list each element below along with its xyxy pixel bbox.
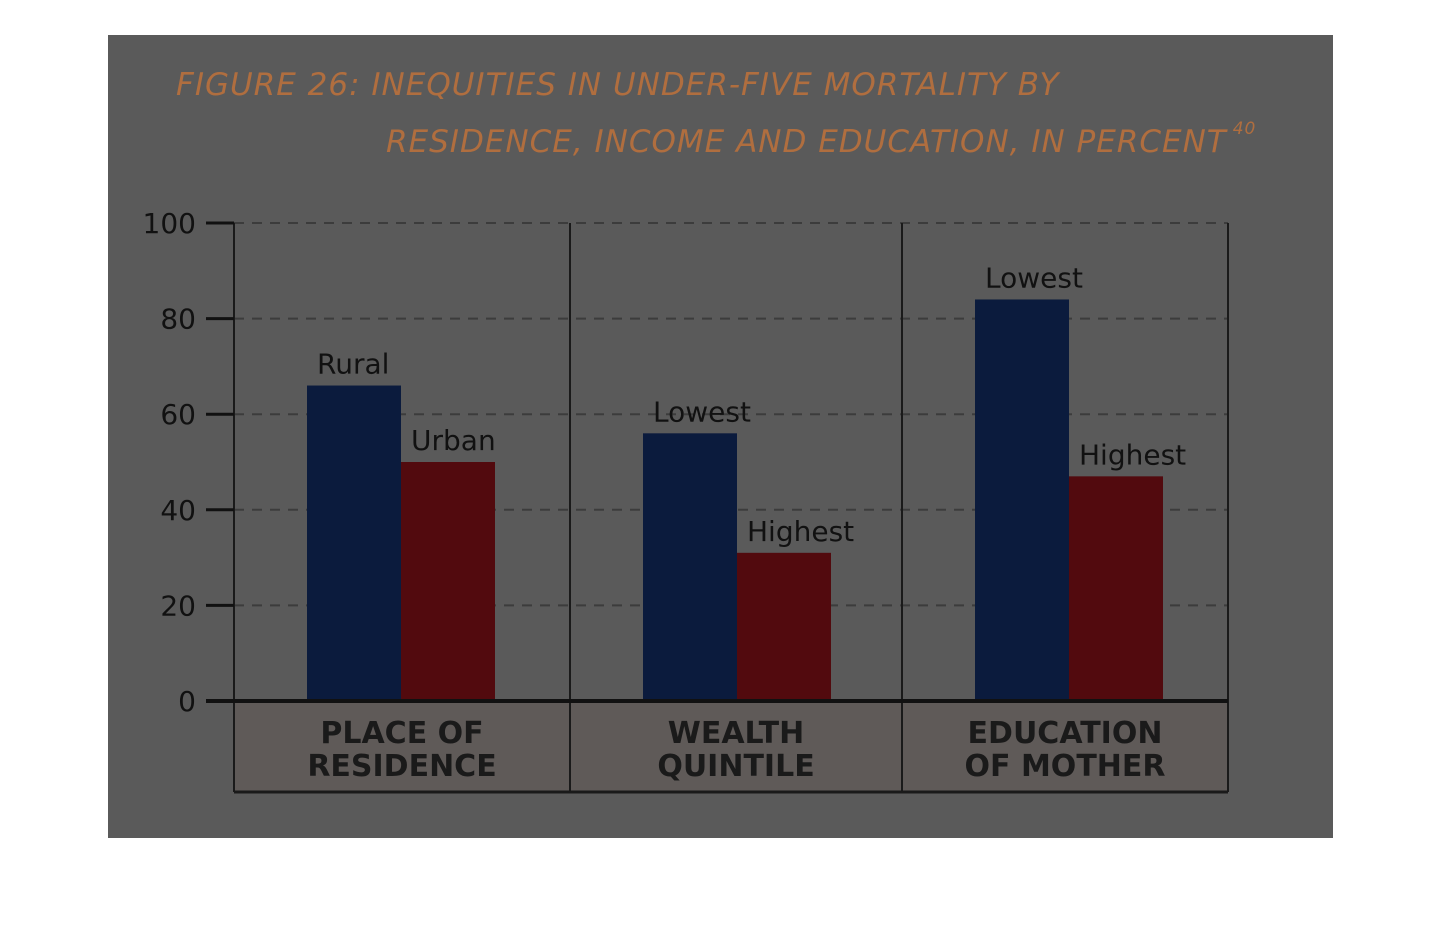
bar-label: Highest [747, 515, 854, 548]
y-tick-label: 80 [160, 303, 196, 336]
title-footnote: 40 [1232, 119, 1257, 139]
category-label: EDUCATION [968, 716, 1163, 751]
bar-label: Highest [1079, 438, 1186, 471]
bar-label: Lowest [653, 395, 751, 428]
bar-label: Urban [411, 424, 496, 457]
chart-title: FIGURE 26: INEQUITIES IN UNDER-FIVE MORT… [108, 35, 1333, 205]
chart-title-line-2: RESIDENCE, INCOME AND EDUCATION, IN PERC… [386, 119, 1256, 160]
y-tick-label: 20 [160, 589, 196, 622]
y-tick-label: 40 [160, 494, 196, 527]
chart-figure: FIGURE 26: INEQUITIES IN UNDER-FIVE MORT… [108, 35, 1333, 838]
bar [401, 462, 495, 701]
category-label: WEALTH [668, 716, 805, 751]
bar [1069, 476, 1163, 701]
chart-title-line-2-text: RESIDENCE, INCOME AND EDUCATION, IN PERC… [386, 124, 1227, 160]
category-band [234, 701, 1228, 792]
bar [643, 433, 737, 701]
category-label: PLACE OF [320, 716, 483, 751]
category-label: OF MOTHER [965, 749, 1166, 784]
category-label: RESIDENCE [307, 749, 496, 784]
bar [975, 299, 1069, 701]
bar-label: Lowest [985, 261, 1083, 294]
y-tick-label: 0 [178, 685, 196, 718]
y-tick-label: 100 [143, 207, 196, 240]
chart-title-line-1: FIGURE 26: INEQUITIES IN UNDER-FIVE MORT… [176, 67, 1060, 103]
y-tick-label: 60 [160, 398, 196, 431]
category-label: QUINTILE [657, 749, 814, 784]
bar-label: Rural [317, 348, 389, 381]
bar [737, 552, 831, 701]
bar [307, 385, 401, 701]
